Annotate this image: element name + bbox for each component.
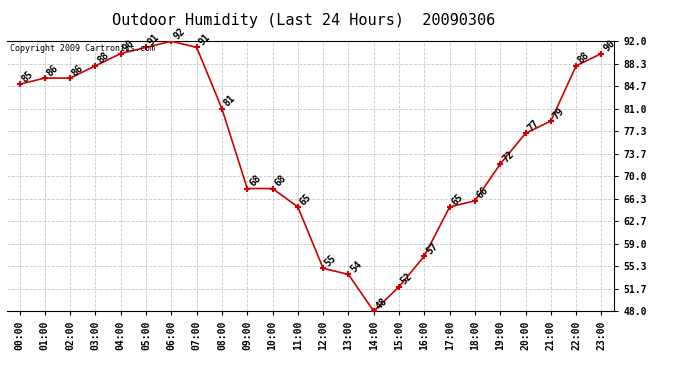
Text: 90: 90 (602, 38, 617, 54)
Text: 68: 68 (247, 173, 263, 189)
Text: 81: 81 (222, 93, 237, 109)
Text: 54: 54 (348, 259, 364, 274)
Text: 65: 65 (450, 192, 465, 207)
Text: 65: 65 (298, 192, 313, 207)
Text: 88: 88 (576, 50, 591, 66)
Text: Outdoor Humidity (Last 24 Hours)  20090306: Outdoor Humidity (Last 24 Hours) 2009030… (112, 13, 495, 28)
Text: 86: 86 (45, 63, 60, 78)
Text: Copyright 2009 Cartronics.com: Copyright 2009 Cartronics.com (10, 44, 155, 53)
Text: 79: 79 (551, 106, 566, 121)
Text: 88: 88 (95, 50, 111, 66)
Text: 72: 72 (500, 148, 515, 164)
Text: 85: 85 (19, 69, 35, 84)
Text: 77: 77 (526, 118, 541, 133)
Text: 66: 66 (475, 185, 491, 201)
Text: 90: 90 (121, 38, 136, 54)
Text: 52: 52 (399, 272, 415, 287)
Text: 91: 91 (197, 32, 212, 47)
Text: 55: 55 (323, 253, 339, 268)
Text: 92: 92 (171, 26, 187, 41)
Text: 48: 48 (374, 296, 389, 311)
Text: 86: 86 (70, 63, 86, 78)
Text: 57: 57 (424, 241, 440, 256)
Text: 91: 91 (146, 32, 161, 47)
Text: 68: 68 (273, 173, 288, 189)
